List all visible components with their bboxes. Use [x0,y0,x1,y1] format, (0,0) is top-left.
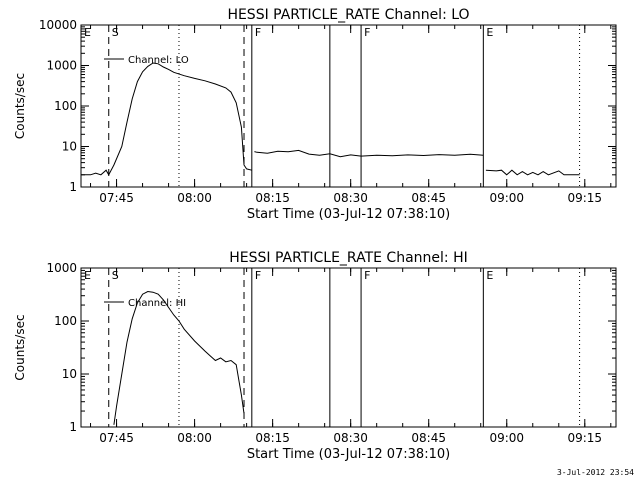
marker-label: F [255,26,261,39]
y-axis-label: Counts/sec [13,73,27,139]
marker-label: F [364,269,370,282]
chart-title: HESSI PARTICLE_RATE Channel: HI [229,250,467,266]
x-tick-label: 08:45 [411,431,446,445]
marker-label: F [255,269,261,282]
plot-frame [80,24,617,188]
x-tick-label: 08:15 [255,191,290,205]
x-tick-label: 09:15 [567,431,602,445]
y-tick-label: 1000 [46,59,77,73]
x-tick-label: 09:00 [489,191,524,205]
marker-label: E [84,26,91,39]
marker-label: F [364,26,370,39]
x-tick-label: 07:45 [99,191,134,205]
marker-label: E [486,269,493,282]
legend-label: Channel: HI [128,298,186,309]
y-tick-label: 100 [54,99,77,113]
panel-1: HESSI PARTICLE_RATE Channel: LO Counts/se… [13,7,617,222]
y-tick-label: 10 [62,140,77,154]
x-axis-label: Start Time (03-Jul-12 07:38:10) [247,207,450,222]
plot-frame [80,267,617,428]
x-tick-label: 08:30 [333,191,368,205]
marker-label: E [486,26,493,39]
series-line [485,169,580,176]
series-line [254,149,484,158]
x-tick-label: 09:00 [489,431,524,445]
series-line [113,290,245,425]
y-tick-label: 1000 [46,261,77,275]
legend-label: Channel: LO [128,55,189,66]
marker-label: S [112,26,119,39]
y-tick-label: 1 [69,180,77,194]
chart-title: HESSI PARTICLE_RATE Channel: LO [227,7,469,23]
x-tick-label: 08:30 [333,431,368,445]
x-axis-label: Start Time (03-Jul-12 07:38:10) [247,447,450,462]
x-tick-label: 08:00 [177,431,212,445]
y-tick-label: 1 [69,420,77,434]
marker-label: S [112,269,119,282]
y-tick-label: 10 [62,367,77,381]
y-axis-label: Counts/sec [13,314,27,380]
series-line [81,62,252,176]
y-tick-label: 10000 [39,18,77,32]
x-tick-label: 08:00 [177,191,212,205]
footer-timestamp: 3-Jul-2012 23:54 [556,468,634,477]
marker-label: E [84,269,91,282]
panel-2: HESSI PARTICLE_RATE Channel: HI Counts/se… [13,250,617,462]
x-tick-label: 09:15 [567,191,602,205]
x-tick-label: 08:15 [255,431,290,445]
y-tick-label: 100 [54,314,77,328]
x-tick-label: 07:45 [99,431,134,445]
x-tick-label: 08:45 [411,191,446,205]
